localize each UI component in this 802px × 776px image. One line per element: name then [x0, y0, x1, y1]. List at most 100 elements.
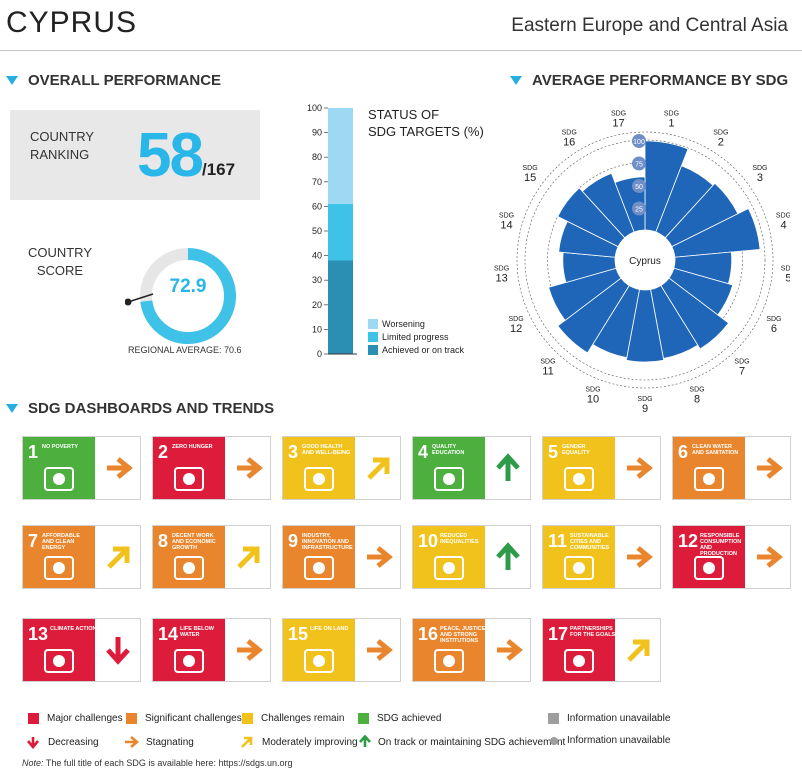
sdg-goal-label: INDUSTRY, INNOVATION AND INFRASTRUCTURE: [302, 533, 353, 551]
radar-sdg-number: 16: [563, 137, 575, 149]
sdg-tile-17: 17 PARTNERSHIPS FOR THE GOALS: [542, 618, 661, 682]
legend-moderately: Moderately improving: [240, 735, 358, 749]
sdg-goal-box: 2 ZERO HUNGER: [153, 437, 225, 499]
radar-sdg-prefix: SDG: [494, 265, 509, 272]
sdg-goal-label: SUSTAINABLE CITIES AND COMMUNITIES: [570, 533, 610, 551]
triangle-icon: [6, 76, 18, 85]
bar-axis-ticks: 0 10 20 30 40 50 60 70 80 90 100: [307, 103, 328, 359]
sdg-tile-13: 13 CLIMATE ACTION: [22, 618, 141, 682]
trend-moderately-icon: [615, 619, 660, 681]
radar-sdg-number: 1: [668, 117, 674, 129]
trend-stagnating-icon: [355, 619, 400, 681]
sdg-goal-box: 12 RESPONSIBLE CONSUMPTION AND PRODUCTION: [673, 526, 745, 588]
sdg-tile-14: 14 LIFE BELOW WATER: [152, 618, 271, 682]
sdg-goal-box: 16 PEACE, JUSTICE AND STRONG INSTITUTIONS: [413, 619, 485, 681]
sdg-goal-number: 14: [158, 624, 179, 644]
bar-segments: [328, 108, 357, 355]
legend-moderately-label: Moderately improving: [262, 736, 358, 748]
sdg-tile-4: 4 QUALITY EDUCATION: [412, 436, 531, 500]
legend-green-square: [358, 713, 369, 724]
legend-ontrack: On track or maintaining SDG achievement: [358, 735, 565, 749]
radar-sdg-prefix: SDG: [752, 165, 767, 172]
sdg-goal-box: 14 LIFE BELOW WATER: [153, 619, 225, 681]
sdg-tile-10: 10 REDUCED INEQUALITIES: [412, 525, 531, 589]
dashboards-label: SDG DASHBOARDS AND TRENDS: [28, 400, 275, 417]
sdg-goal-label: PEACE, JUSTICE AND STRONG INSTITUTIONS: [440, 626, 486, 644]
legend-major-label: Major challenges: [47, 713, 123, 724]
legend-limited-label: Limited progress: [382, 332, 449, 342]
sdg-goal-label: NO POVERTY: [42, 444, 79, 450]
sdg-goal-number: 17: [548, 624, 569, 644]
legend-ontrack-label: On track or maintaining SDG achievement: [378, 736, 566, 748]
sdg-goal-number: 12: [678, 531, 699, 551]
legend-remain: Challenges remain: [242, 713, 344, 724]
sdg-goal-box: 10 REDUCED INEQUALITIES: [413, 526, 485, 588]
sdg-goal-box: 1 NO POVERTY: [23, 437, 95, 499]
sdg-goal-label: REDUCED INEQUALITIES: [440, 533, 479, 545]
radar-center-label: Cyprus: [629, 256, 661, 267]
sdg-tile-5: 5 GENDER EQUALITY: [542, 436, 661, 500]
sdg-goal-icon: [283, 550, 355, 586]
radar-sdg-prefix: SDG: [611, 110, 626, 117]
country-name: CYPRUS: [6, 6, 138, 39]
sdg-goal-number: 11: [548, 531, 568, 551]
sdg-goal-label: RESPONSIBLE CONSUMPTION AND PRODUCTION: [700, 533, 742, 557]
sdg-tile-11: 11 SUSTAINABLE CITIES AND COMMUNITIES: [542, 525, 661, 589]
sdg-goal-icon: [153, 550, 225, 586]
radar-sdg-number: 9: [642, 403, 648, 415]
sdg-goal-label: AFFORDABLE AND CLEAN ENERGY: [42, 533, 80, 551]
sdg-goal-number: 3: [288, 442, 299, 462]
sdg-goal-icon: [543, 550, 615, 586]
legend-significant-label: Significant challenges: [145, 713, 242, 724]
regional-average-marker-dot: [125, 298, 132, 306]
sdg-goal-label: GENDER EQUALITY: [562, 444, 590, 456]
bar-tick-label: 60: [312, 201, 322, 211]
bar-tick-label: 80: [312, 152, 322, 162]
legend-limited-swatch: [368, 332, 378, 342]
rank-total: /167: [202, 160, 236, 179]
legend-decreasing-label: Decreasing: [48, 736, 99, 748]
ring-label-badge: [632, 201, 646, 216]
triangle-icon: [6, 404, 18, 413]
trend-stagnating-icon: [615, 526, 660, 588]
trend-moderately-icon: [355, 437, 400, 499]
trend-stagnating-icon: [225, 619, 270, 681]
radar-sdg-number: 14: [500, 220, 512, 232]
bar-tick-label: 70: [312, 177, 322, 187]
ring-label-text: 75: [635, 162, 643, 169]
sdg-tile-9: 9 INDUSTRY, INNOVATION AND INFRASTRUCTURE: [282, 525, 401, 589]
legend-worsening: Worsening: [368, 319, 425, 329]
sdg-goal-box: 15 LIFE ON LAND: [283, 619, 355, 681]
dashboards-title: SDG DASHBOARDS AND TRENDS: [6, 400, 274, 417]
sdg-goal-icon: [673, 550, 745, 586]
sdg-goal-number: 9: [288, 531, 299, 551]
bar-segment-worsening: [328, 108, 353, 204]
header-divider: [0, 50, 802, 51]
legend-yellow-square: [242, 713, 253, 724]
footnote-text: The full title of each SDG is available …: [43, 758, 293, 768]
sdg-tile-2: 2 ZERO HUNGER: [152, 436, 271, 500]
sdg-goal-number: 10: [418, 531, 439, 551]
score-donut: [125, 248, 236, 344]
legend-info1-label: Information unavailable: [567, 713, 671, 724]
bar-tick-label: 40: [312, 251, 322, 261]
sdg-goal-icon: [153, 461, 225, 497]
legend-worsening-label: Worsening: [382, 319, 425, 329]
sdg-goal-icon: [413, 461, 485, 497]
radar-sdg-number: 4: [780, 220, 786, 232]
sdg-goal-box: 3 GOOD HEALTH AND WELL-BEING: [283, 437, 355, 499]
bar-tick-label: 90: [312, 128, 322, 138]
arrow-up-icon: [359, 735, 371, 747]
radar-sdg-number: 15: [524, 172, 536, 184]
status-title-line1: STATUS OF: [368, 107, 440, 122]
sdg-tile-15: 15 LIFE ON LAND: [282, 618, 401, 682]
trend-moderately-icon: [95, 526, 140, 588]
radar-sdg-number: 11: [542, 365, 553, 377]
radar-sdg-prefix: SDG: [509, 316, 524, 323]
arrow-down-icon: [27, 737, 39, 749]
legend-significant: Significant challenges: [126, 713, 242, 724]
footnote: Note: The full title of each SDG is avai…: [22, 758, 292, 768]
radar-sdg-number: 17: [612, 117, 624, 129]
arrow-up-right-icon: [241, 736, 253, 748]
sdg-goal-icon: [673, 461, 745, 497]
